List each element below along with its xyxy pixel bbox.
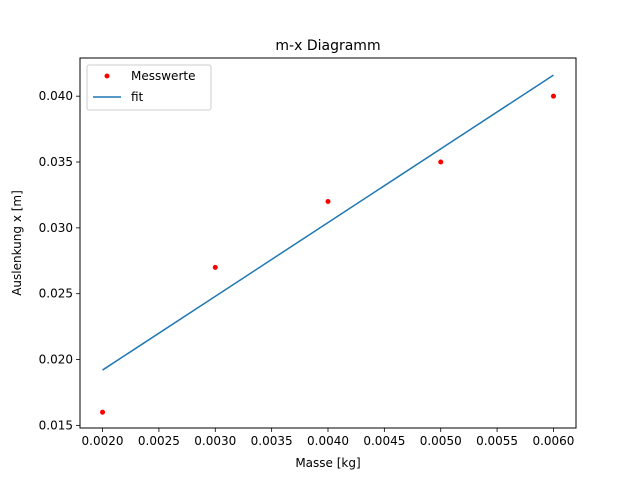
data-point — [212, 264, 218, 270]
data-point — [100, 409, 106, 415]
x-tick-label: 0.0060 — [532, 434, 574, 448]
data-point — [325, 199, 331, 205]
y-tick-label: 0.030 — [39, 221, 73, 235]
x-tick-label: 0.0020 — [82, 434, 124, 448]
x-tick-label: 0.0035 — [251, 434, 293, 448]
series-layer — [100, 74, 556, 415]
y-tick-label: 0.040 — [39, 89, 73, 103]
y-tick-label: 0.025 — [39, 287, 73, 301]
x-tick-label: 0.0045 — [363, 434, 405, 448]
x-tick-label: 0.0040 — [307, 434, 349, 448]
legend: Messwerte fit — [86, 64, 212, 111]
y-tick-label: 0.015 — [39, 418, 73, 432]
legend-marker-messwerte — [104, 73, 110, 79]
data-point — [550, 93, 556, 99]
y-axis-ticks: 0.015 0.020 0.025 0.030 0.035 0.040 — [39, 89, 80, 432]
x-tick-label: 0.0030 — [194, 434, 236, 448]
y-tick-label: 0.020 — [39, 353, 73, 367]
plot-area — [80, 58, 576, 428]
x-tick-label: 0.0050 — [420, 434, 462, 448]
y-tick-label: 0.035 — [39, 155, 73, 169]
legend-label-messwerte: Messwerte — [131, 69, 195, 83]
x-axis-label: Masse [kg] — [295, 456, 360, 470]
fit-line — [102, 74, 554, 371]
x-tick-label: 0.0025 — [138, 434, 180, 448]
legend-label-fit: fit — [131, 90, 144, 104]
chart-title: m-x Diagramm — [275, 38, 380, 54]
x-axis-ticks: 0.0020 0.0025 0.0030 0.0035 0.0040 0.0045 0.00… — [82, 428, 574, 448]
y-axis-label: Auslenkung x [m] — [10, 190, 24, 296]
legend-box — [86, 64, 212, 111]
data-point — [438, 159, 444, 165]
x-tick-label: 0.0055 — [476, 434, 518, 448]
